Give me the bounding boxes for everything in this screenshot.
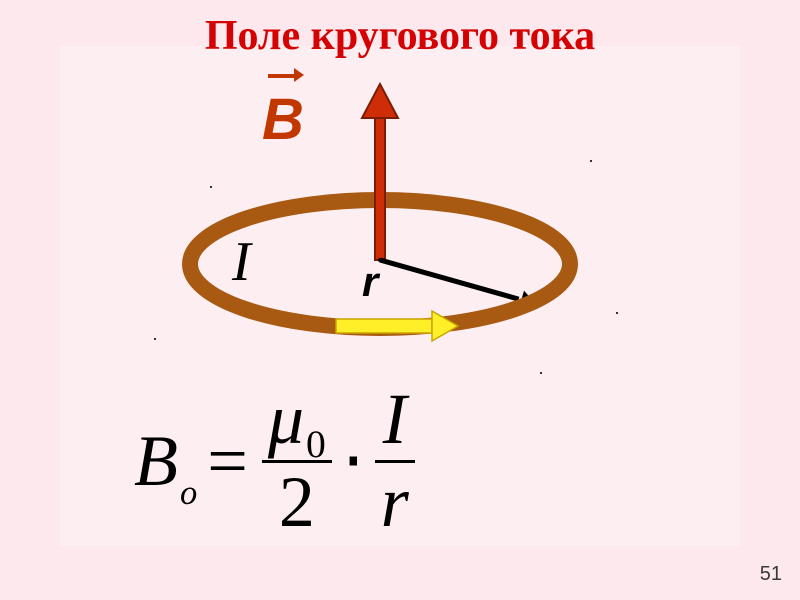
speck bbox=[616, 312, 618, 314]
speck bbox=[540, 372, 542, 374]
multiplication-dot: ⋅ bbox=[342, 419, 365, 504]
formula-Bo: B o = μ 0 2 ⋅ I r bbox=[134, 382, 415, 540]
slide-title: Поле кругового тока bbox=[0, 12, 800, 60]
speck bbox=[154, 338, 156, 340]
speck bbox=[590, 160, 592, 162]
page-number: 51 bbox=[760, 563, 782, 586]
slide-background: Поле кругового тока B I r B o = μ 0 2 ⋅ … bbox=[0, 0, 800, 600]
equals-sign: = bbox=[207, 420, 248, 503]
speck bbox=[210, 186, 212, 188]
circular-current-diagram bbox=[120, 64, 640, 364]
formula-Bo-symbol: B o bbox=[134, 420, 197, 503]
fraction-mu0-over-2: μ 0 2 bbox=[262, 382, 332, 540]
fraction-I-over-r: I r bbox=[375, 382, 415, 540]
